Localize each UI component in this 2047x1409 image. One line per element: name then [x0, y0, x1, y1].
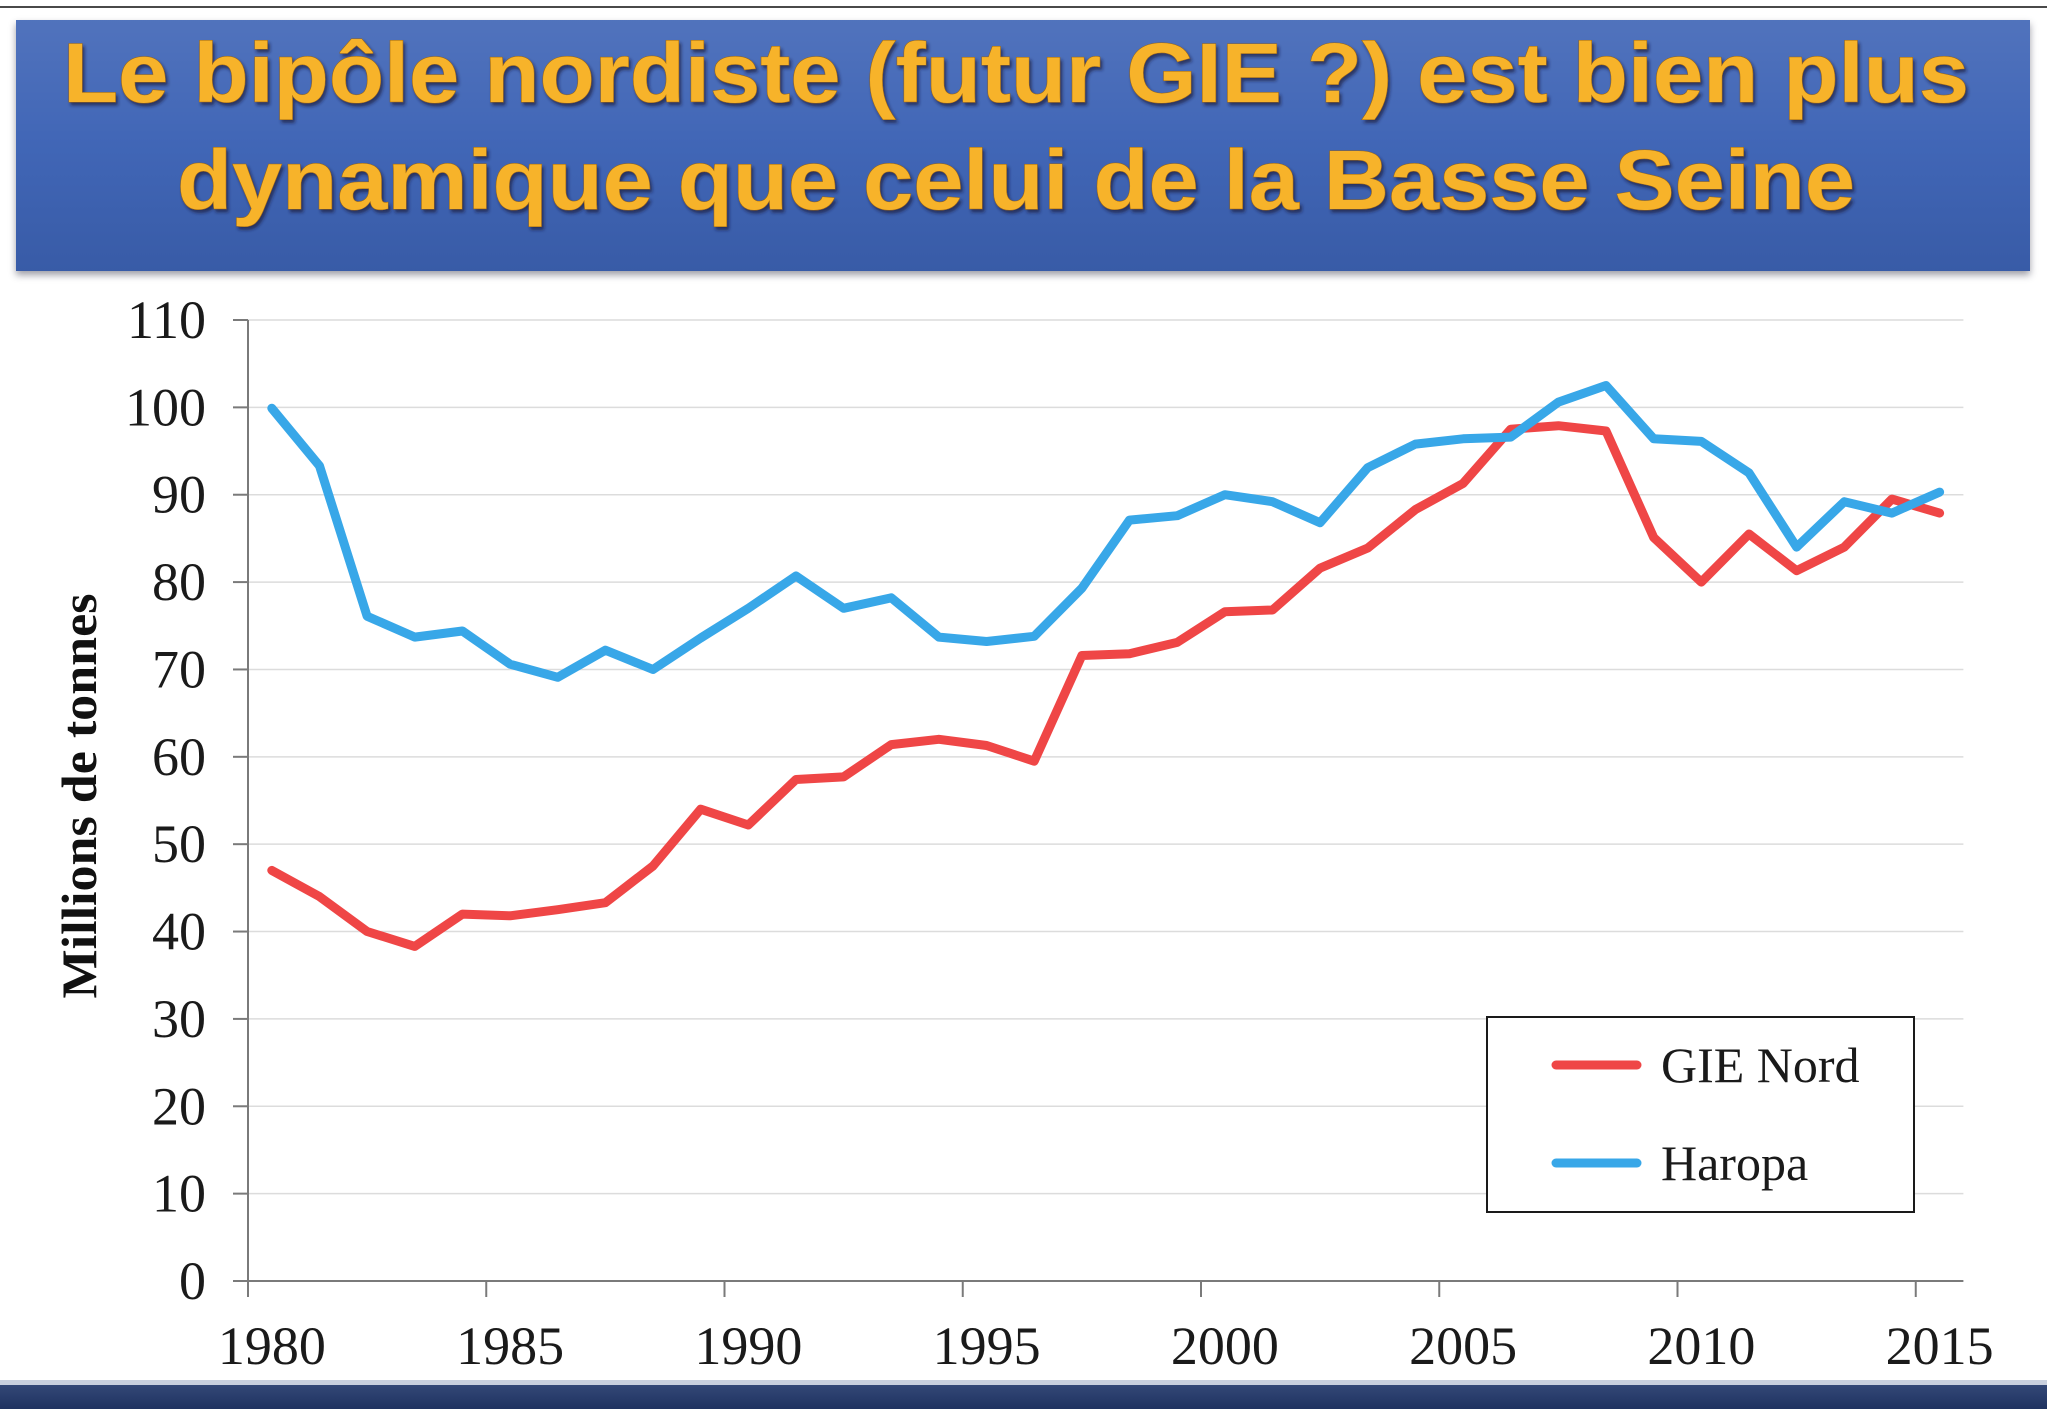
y-tick-label: 90: [152, 465, 206, 525]
y-tick-label: 60: [152, 727, 206, 787]
y-tick-label: 110: [127, 290, 206, 350]
footer-rule: [0, 1380, 2047, 1385]
legend-item-haropa: Haropa: [1551, 1135, 1808, 1191]
axis-layer: 0 10 20 30 40 50 60 70 80 90 100 110 1980 1985 1990 199…: [125, 290, 1994, 1376]
x-tick-label: 2010: [1647, 1316, 1755, 1376]
top-rule: [0, 6, 2047, 8]
footer-band: [0, 1385, 2047, 1409]
y-tick-label: 10: [152, 1164, 206, 1224]
y-tick-label: 80: [152, 552, 206, 612]
series-layer: [267, 381, 1945, 951]
x-tick-label: 2015: [1886, 1316, 1994, 1376]
series-line-haropa: [267, 381, 1945, 682]
y-tick-label: 70: [152, 639, 206, 699]
x-tick-label: 1995: [933, 1316, 1041, 1376]
x-tick-label: 1980: [218, 1316, 326, 1376]
title-banner: Le bipôle nordiste (futur GIE ?) est bie…: [16, 20, 2030, 271]
page-title-line-2: dynamique que celui de la Basse Seine: [177, 133, 1855, 227]
y-tick-label: 30: [152, 989, 206, 1049]
y-tick-label: 100: [125, 377, 206, 437]
y-axis-title: Millions de tonnes: [51, 594, 107, 999]
y-tick-label: 0: [179, 1251, 206, 1311]
y-tick-label: 40: [152, 902, 206, 962]
x-tick-label: 2005: [1409, 1316, 1517, 1376]
series-line-gie-nord: [267, 421, 1945, 951]
legend-box: [1486, 1016, 1915, 1213]
legend-label-haropa: Haropa: [1661, 1135, 1808, 1191]
legend-item-gie-nord: GIE Nord: [1551, 1037, 1860, 1093]
x-tick-label: 1985: [456, 1316, 564, 1376]
y-tick-label: 50: [152, 814, 206, 874]
x-tick-label: 2000: [1171, 1316, 1279, 1376]
line-chart: 0 10 20 30 40 50 60 70 80 90 100 110 1980 1985 1990 199…: [51, 290, 1994, 1376]
x-tick-label: 1990: [694, 1316, 802, 1376]
legend: GIE Nord Haropa: [1486, 1016, 1915, 1213]
title-svg: Le bipôle nordiste (futur GIE ?) est bie…: [63, 26, 1970, 228]
y-tick-label: 20: [152, 1076, 206, 1136]
legend-label-gie-nord: GIE Nord: [1661, 1037, 1860, 1093]
page-title-line-1: Le bipôle nordiste (futur GIE ?) est bie…: [63, 26, 1969, 120]
